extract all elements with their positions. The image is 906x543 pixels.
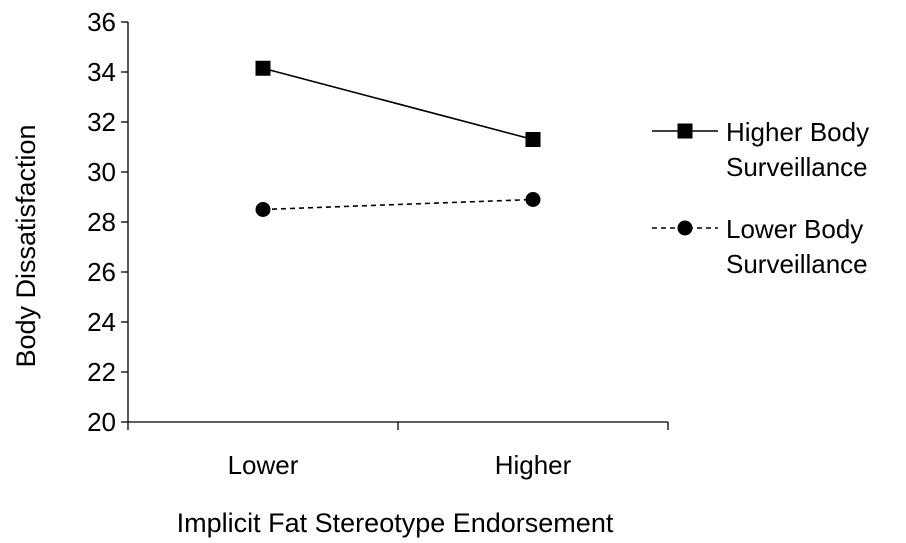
- legend-label: Surveillance: [726, 249, 868, 279]
- y-tick-label: 36: [87, 7, 116, 37]
- y-tick-label: 26: [87, 257, 116, 287]
- legend-label: Higher Body: [726, 117, 869, 147]
- series-line: [262, 67, 534, 141]
- chart-axes: [127, 22, 668, 423]
- legend-marker: [677, 123, 693, 139]
- data-point-circle: [255, 202, 271, 217]
- data-point-square: [525, 132, 541, 147]
- data-point-square: [255, 60, 271, 76]
- y-tick-label: 24: [87, 307, 116, 337]
- series-2: [255, 192, 541, 217]
- x-axis-title: Implicit Fat Stereotype Endorsement: [177, 508, 614, 538]
- y-tick-label: 30: [87, 157, 116, 187]
- legend-label: Surveillance: [726, 152, 868, 182]
- chart-legend: Higher Body Surveillance Lower Body Surveil…: [652, 117, 869, 279]
- series-1: [255, 60, 541, 147]
- data-point-circle: [525, 192, 541, 207]
- y-axis-title: Body Dissatisfaction: [11, 124, 41, 367]
- y-tick-label: 20: [87, 407, 116, 437]
- x-tick-label: Lower: [228, 450, 299, 480]
- legend-entry-1: Higher Body Surveillance: [652, 117, 869, 182]
- series-line: [262, 198, 534, 211]
- y-tick-label: 28: [87, 207, 116, 237]
- legend-entry-2: Lower Body Surveillance: [652, 214, 868, 279]
- legend-marker: [677, 220, 693, 236]
- legend-label: Lower Body: [726, 214, 863, 244]
- y-axis-ticks: 20 22 24 26 28 30 32 34 36: [87, 7, 128, 437]
- y-tick-label: 22: [87, 357, 116, 387]
- x-axis-ticks: Lower Higher: [127, 422, 669, 480]
- y-tick-label: 34: [87, 57, 116, 87]
- x-tick-label: Higher: [495, 450, 572, 480]
- y-tick-label: 32: [87, 107, 116, 137]
- chart-series: [255, 60, 541, 217]
